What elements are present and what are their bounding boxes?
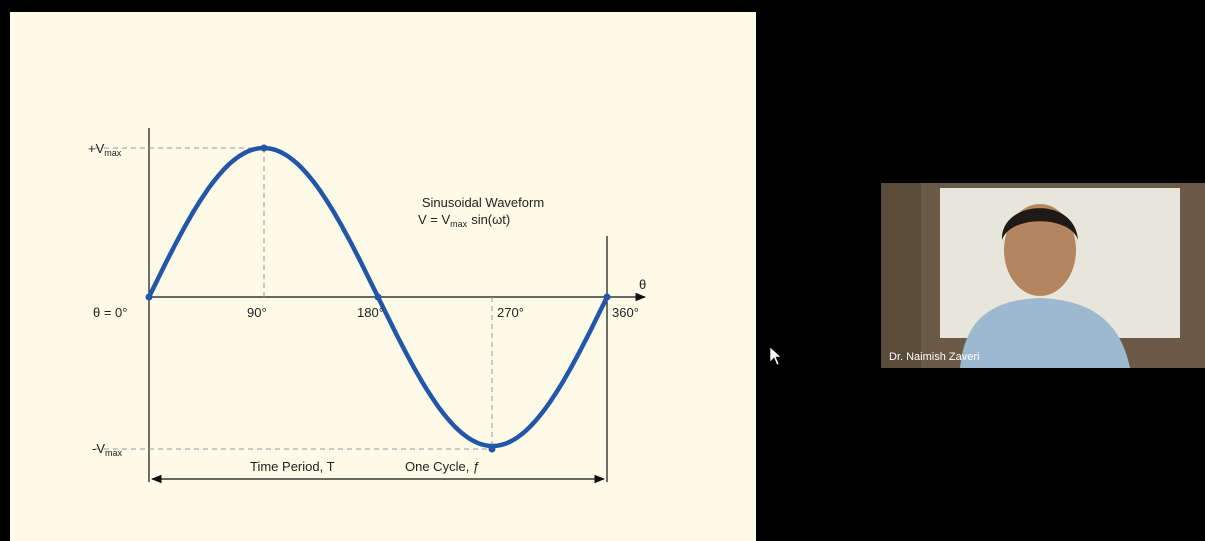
point [489,446,496,453]
period-label: Time Period, T [250,459,335,474]
point [146,294,153,301]
screen: +Vmax -Vmax θ = 0° 90° 180° 270° 360° θ … [0,0,1205,541]
x-label: θ = 0° [93,305,127,320]
door [881,183,921,368]
axis-symbol: θ [639,277,646,292]
cycle-label: One Cycle, ƒ [405,459,480,474]
waveform-title: Sinusoidal Waveform [422,195,544,210]
point [375,294,382,301]
x-label: 270° [497,305,524,320]
video-tile[interactable]: Dr. Naimish Zaveri [881,183,1205,368]
x-label: 90° [247,305,267,320]
x-label: 180° [357,305,384,320]
point [261,145,268,152]
participant-name: Dr. Naimish Zaveri [889,351,979,363]
x-label: 360° [612,305,639,320]
point [604,294,611,301]
